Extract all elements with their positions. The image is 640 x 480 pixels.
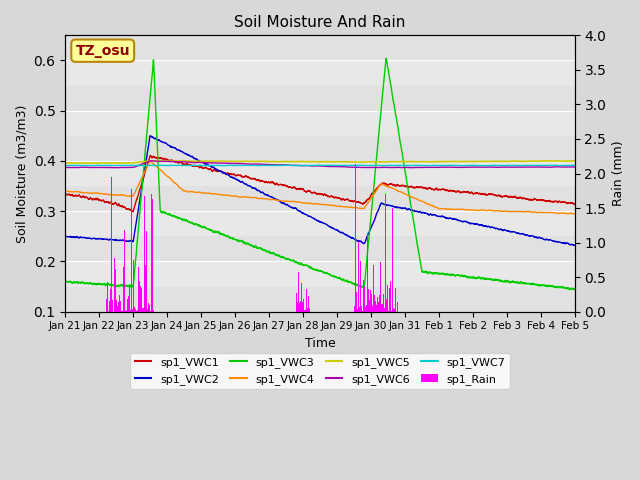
Line: sp1_VWC4: sp1_VWC4 — [65, 161, 575, 214]
sp1_VWC1 — [284, 184, 292, 190]
sp1_VWC3 — [382, 55, 390, 61]
sp1_VWC6 — [113, 165, 120, 170]
sp1_VWC3 — [411, 228, 419, 233]
sp1_VWC3 — [61, 278, 69, 284]
sp1_VWC1 — [412, 185, 419, 191]
sp1_VWC3 — [284, 256, 292, 262]
sp1_VWC7 — [61, 163, 69, 168]
sp1_VWC4 — [61, 188, 69, 194]
sp1_VWC2 — [411, 208, 419, 214]
Title: Soil Moisture And Rain: Soil Moisture And Rain — [234, 15, 406, 30]
sp1_VWC2 — [571, 242, 579, 248]
sp1_VWC6 — [289, 163, 296, 168]
sp1_VWC5 — [284, 159, 292, 165]
Legend: sp1_VWC1, sp1_VWC2, sp1_VWC3, sp1_VWC4, sp1_VWC5, sp1_VWC6, sp1_VWC7, sp1_Rain: sp1_VWC1, sp1_VWC2, sp1_VWC3, sp1_VWC4, … — [130, 353, 510, 389]
sp1_VWC2 — [389, 203, 397, 209]
sp1_VWC1 — [129, 209, 137, 215]
sp1_VWC4 — [328, 203, 336, 208]
Line: sp1_VWC3: sp1_VWC3 — [65, 58, 575, 290]
sp1_VWC1 — [147, 153, 154, 158]
sp1_VWC1 — [289, 185, 296, 191]
sp1_VWC4 — [289, 199, 296, 204]
sp1_VWC5 — [389, 159, 397, 165]
sp1_VWC2 — [289, 205, 296, 211]
sp1_VWC1 — [126, 207, 134, 213]
Y-axis label: Rain (mm): Rain (mm) — [612, 141, 625, 206]
sp1_VWC7 — [328, 162, 336, 168]
sp1_VWC6 — [61, 165, 69, 170]
sp1_VWC1 — [61, 191, 69, 197]
sp1_VWC4 — [571, 211, 579, 216]
Bar — [65, 85, 575, 111]
Bar — [65, 186, 575, 211]
Bar — [65, 287, 575, 312]
Line: sp1_VWC7: sp1_VWC7 — [65, 165, 575, 166]
Bar — [65, 136, 575, 161]
sp1_VWC2 — [126, 238, 134, 243]
sp1_VWC7 — [389, 163, 397, 168]
sp1_VWC4 — [411, 195, 419, 201]
Line: sp1_VWC5: sp1_VWC5 — [65, 161, 575, 163]
sp1_VWC1 — [571, 201, 579, 207]
sp1_VWC3 — [565, 287, 573, 293]
X-axis label: Time: Time — [305, 337, 335, 350]
sp1_VWC6 — [127, 165, 134, 170]
sp1_VWC7 — [126, 163, 134, 168]
Y-axis label: Soil Moisture (m3/m3): Soil Moisture (m3/m3) — [15, 104, 28, 243]
sp1_VWC7 — [571, 163, 579, 168]
Text: TZ_osu: TZ_osu — [76, 44, 130, 58]
sp1_VWC5 — [546, 158, 554, 164]
sp1_VWC7 — [289, 163, 296, 168]
sp1_VWC3 — [571, 287, 579, 292]
sp1_VWC4 — [146, 158, 154, 164]
sp1_VWC4 — [570, 211, 578, 217]
Line: sp1_VWC2: sp1_VWC2 — [65, 136, 575, 245]
sp1_VWC2 — [61, 233, 69, 239]
sp1_VWC4 — [389, 186, 397, 192]
Bar — [65, 36, 575, 60]
sp1_VWC5 — [571, 158, 579, 164]
sp1_VWC5 — [73, 160, 81, 166]
sp1_VWC6 — [328, 164, 336, 169]
sp1_VWC4 — [126, 193, 134, 199]
sp1_VWC3 — [328, 273, 336, 279]
sp1_VWC5 — [289, 159, 296, 165]
sp1_VWC6 — [148, 158, 156, 164]
sp1_VWC5 — [411, 159, 419, 165]
Bar — [65, 236, 575, 262]
sp1_VWC4 — [284, 198, 292, 204]
sp1_VWC7 — [412, 163, 419, 168]
sp1_VWC7 — [220, 163, 227, 168]
sp1_VWC1 — [389, 182, 397, 188]
sp1_VWC5 — [61, 160, 69, 166]
sp1_VWC6 — [389, 165, 397, 170]
Line: sp1_VWC1: sp1_VWC1 — [65, 156, 575, 212]
sp1_VWC5 — [127, 160, 134, 166]
sp1_VWC6 — [284, 162, 292, 168]
sp1_VWC7 — [284, 162, 292, 168]
sp1_VWC6 — [412, 165, 419, 170]
sp1_VWC5 — [328, 159, 336, 165]
sp1_VWC2 — [146, 133, 154, 139]
sp1_VWC3 — [389, 95, 397, 100]
sp1_VWC2 — [571, 242, 579, 248]
sp1_VWC2 — [284, 203, 292, 208]
sp1_VWC1 — [328, 193, 336, 199]
Line: sp1_VWC6: sp1_VWC6 — [65, 161, 575, 168]
sp1_VWC6 — [571, 164, 579, 170]
sp1_VWC3 — [126, 282, 134, 288]
sp1_VWC2 — [328, 225, 336, 231]
sp1_VWC3 — [289, 258, 296, 264]
sp1_VWC7 — [286, 162, 294, 168]
